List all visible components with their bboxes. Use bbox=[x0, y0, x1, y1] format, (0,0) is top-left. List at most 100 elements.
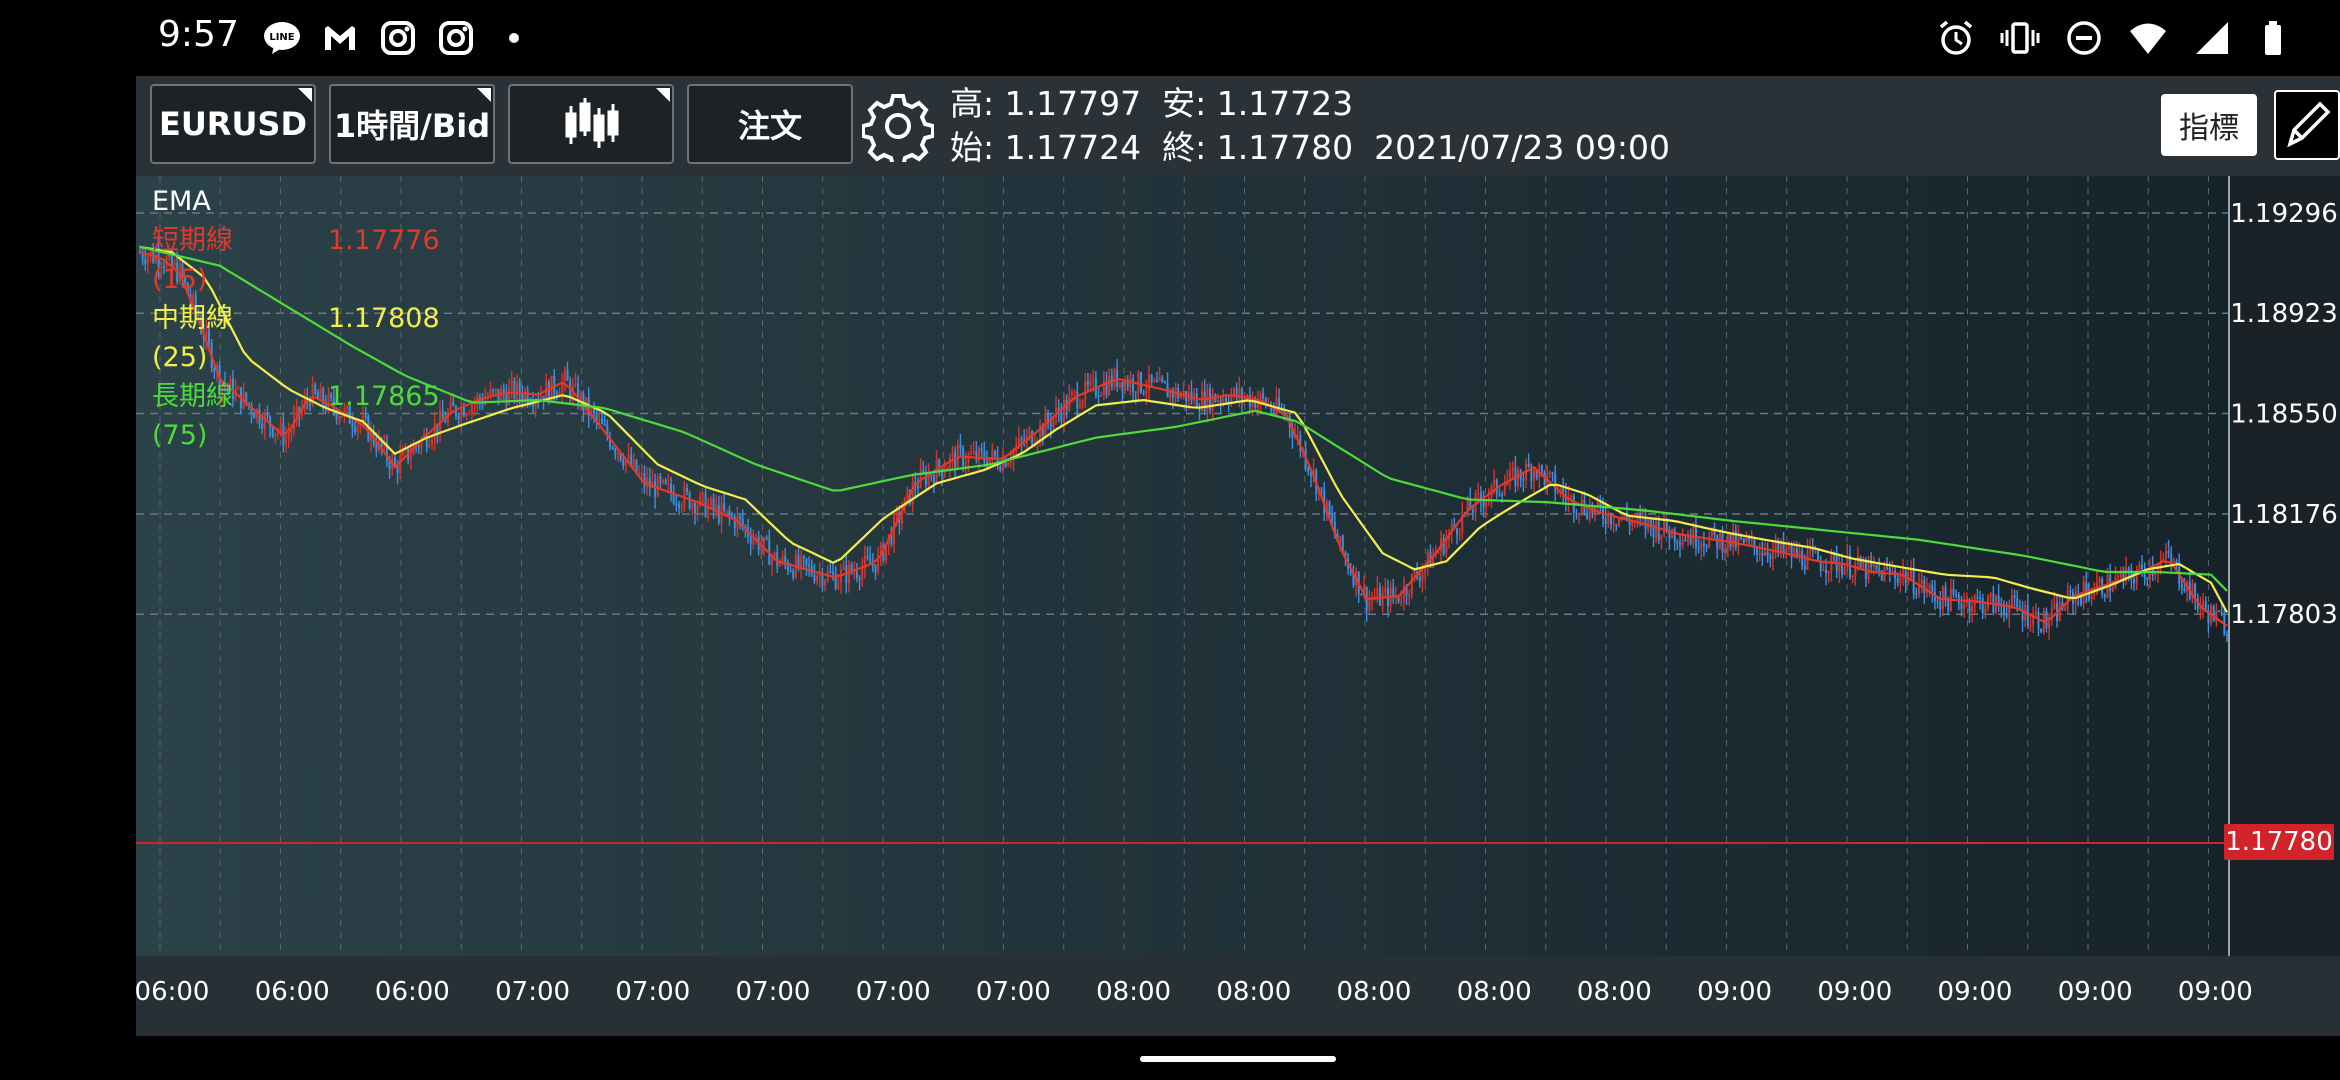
candle-body bbox=[651, 481, 654, 488]
candle-body bbox=[449, 402, 452, 413]
candle-body bbox=[245, 392, 248, 403]
candle-body bbox=[970, 453, 973, 455]
candle-body bbox=[1474, 493, 1477, 512]
svg-text:LINE: LINE bbox=[269, 32, 294, 43]
candle-body bbox=[2143, 568, 2146, 578]
candle-body bbox=[1527, 463, 1530, 468]
candle-body bbox=[1116, 369, 1119, 387]
candle-body bbox=[1124, 380, 1127, 391]
ema-legend: EMA 短期線 (15) 1.17776 中期線 (25) 1.17808 長期… bbox=[152, 182, 440, 455]
candle-body bbox=[824, 580, 827, 586]
home-indicator[interactable] bbox=[1140, 1056, 1336, 1062]
candle-body bbox=[964, 462, 967, 466]
candle-body bbox=[2064, 609, 2067, 611]
candle-body bbox=[1931, 584, 1934, 592]
x-tick-label: 07:00 bbox=[615, 977, 690, 1007]
candle-body bbox=[433, 423, 436, 441]
gear-icon[interactable] bbox=[862, 90, 934, 162]
candle-body bbox=[348, 405, 351, 424]
candle-body bbox=[563, 370, 566, 382]
candle-body bbox=[2013, 595, 2016, 599]
indicator-button[interactable]: 指標 bbox=[2161, 94, 2257, 156]
candle-body bbox=[1102, 381, 1105, 396]
candle-body bbox=[1333, 521, 1336, 534]
high-value: 1.17797 bbox=[1004, 84, 1142, 123]
candle-body bbox=[1169, 389, 1172, 398]
candle-body bbox=[616, 452, 619, 455]
x-axis-band bbox=[136, 956, 2340, 1036]
candle-body bbox=[1713, 527, 1716, 535]
candle-body bbox=[181, 264, 184, 278]
x-tick-label: 07:00 bbox=[495, 977, 570, 1007]
candle-body bbox=[781, 556, 784, 563]
candle-body bbox=[2218, 610, 2221, 613]
candle-body bbox=[1097, 395, 1100, 397]
candle-body bbox=[685, 487, 688, 493]
candle-body bbox=[2103, 595, 2106, 598]
candle-body bbox=[1840, 564, 1843, 575]
candle-body bbox=[784, 556, 787, 563]
candle-body bbox=[385, 441, 388, 461]
candle-body bbox=[1554, 474, 1557, 493]
candle-body bbox=[2069, 590, 2072, 593]
candle-body bbox=[2191, 583, 2194, 599]
candle-body bbox=[1397, 595, 1400, 602]
instagram-icon bbox=[439, 21, 473, 55]
candle-body bbox=[577, 383, 580, 406]
candle-body bbox=[1402, 586, 1405, 602]
candle-body bbox=[1756, 546, 1759, 555]
candle-body bbox=[186, 283, 189, 295]
candle-body bbox=[1697, 547, 1700, 550]
candle-body bbox=[2167, 551, 2170, 555]
candle-body bbox=[300, 407, 303, 416]
candle-body bbox=[1580, 500, 1583, 513]
chart-type-button[interactable] bbox=[508, 84, 674, 164]
candle-body bbox=[431, 440, 434, 445]
candle-body bbox=[274, 433, 277, 437]
candle-body bbox=[1246, 395, 1249, 398]
symbol-button[interactable]: EURUSD bbox=[150, 84, 316, 164]
candle-body bbox=[1113, 369, 1116, 387]
candle-body bbox=[2119, 572, 2122, 577]
candle-body bbox=[1426, 551, 1429, 567]
y-tick-label: 1.18550 bbox=[2230, 399, 2338, 429]
candle-body bbox=[1140, 372, 1143, 392]
candle-body bbox=[930, 473, 933, 477]
price-chart[interactable]: 1.19296 1.18923 1.18550 1.18176 1.17803 06:0… bbox=[135, 176, 2340, 1036]
candle-body bbox=[715, 504, 718, 510]
candle-body bbox=[1758, 553, 1761, 555]
candle-body bbox=[842, 565, 845, 570]
candle-body bbox=[1801, 550, 1804, 567]
candle-body bbox=[314, 384, 317, 394]
candle-body bbox=[149, 251, 152, 257]
candle-body bbox=[954, 452, 957, 468]
candle-body bbox=[160, 266, 163, 269]
drawing-tool-button[interactable] bbox=[2274, 90, 2340, 160]
candle-body bbox=[778, 562, 781, 567]
candle-body bbox=[1275, 397, 1278, 411]
candle-body bbox=[786, 562, 789, 571]
candle-body bbox=[1081, 400, 1084, 407]
candle-body bbox=[792, 570, 795, 578]
dropdown-corner-icon bbox=[477, 88, 491, 102]
symbol-label: EURUSD bbox=[158, 105, 308, 143]
order-button[interactable]: 注文 bbox=[687, 84, 853, 164]
timeframe-button[interactable]: 1時間/Bid bbox=[329, 84, 495, 164]
candle-body bbox=[1432, 555, 1435, 568]
candle-body bbox=[1686, 537, 1689, 541]
candle-body bbox=[1126, 380, 1129, 388]
candle-body bbox=[675, 503, 678, 505]
candle-body bbox=[630, 454, 633, 467]
candle-body bbox=[1344, 552, 1347, 559]
candlestick-chart[interactable]: 1.19296 1.18923 1.18550 1.18176 1.17803 06:0… bbox=[135, 176, 2340, 1036]
candle-body bbox=[1615, 523, 1618, 526]
candle-body bbox=[608, 436, 611, 448]
candle-body bbox=[635, 459, 638, 474]
ohlc-readout: 高: 1.17797 安: 1.17723 始: 1.17724 終: 1.17… bbox=[950, 82, 1670, 170]
gmail-icon bbox=[325, 26, 355, 50]
candle-body bbox=[208, 330, 211, 344]
candle-body bbox=[295, 406, 298, 417]
candle-body bbox=[258, 409, 261, 424]
candle-body bbox=[492, 389, 495, 392]
indicator-label: 指標 bbox=[2179, 111, 2239, 146]
